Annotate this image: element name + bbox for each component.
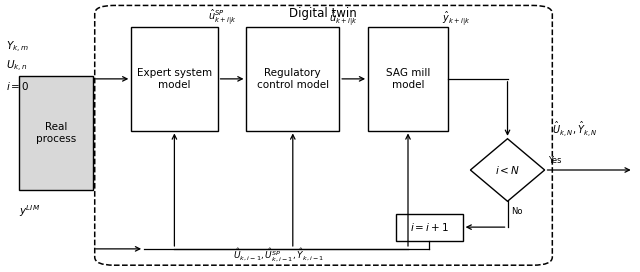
Text: Digital twin: Digital twin xyxy=(289,7,357,20)
FancyBboxPatch shape xyxy=(368,27,448,131)
Text: $i < N$: $i < N$ xyxy=(495,164,520,176)
Text: $\hat{U}_{k,N}, \hat{Y}_{k,N}$: $\hat{U}_{k,N}, \hat{Y}_{k,N}$ xyxy=(552,119,597,139)
Text: Real
process: Real process xyxy=(36,122,76,144)
FancyBboxPatch shape xyxy=(246,27,339,131)
Text: $y^{LIM}$: $y^{LIM}$ xyxy=(19,203,40,219)
Text: $\hat{u}^{SP}_{k+i|k}$: $\hat{u}^{SP}_{k+i|k}$ xyxy=(208,8,237,27)
Text: $Y_{k,m}$: $Y_{k,m}$ xyxy=(6,40,29,55)
Text: No: No xyxy=(511,207,523,216)
FancyBboxPatch shape xyxy=(19,76,93,190)
Text: Regulatory
control model: Regulatory control model xyxy=(257,68,329,90)
Text: $i = 0$: $i = 0$ xyxy=(6,80,30,92)
Text: $U_{k,n}$: $U_{k,n}$ xyxy=(6,59,28,74)
Polygon shape xyxy=(470,139,545,201)
Text: $\hat{u}_{k+i|k}$: $\hat{u}_{k+i|k}$ xyxy=(329,9,358,27)
Text: Expert system
model: Expert system model xyxy=(137,68,212,90)
Text: $i = i+1$: $i = i+1$ xyxy=(410,221,449,233)
FancyBboxPatch shape xyxy=(131,27,218,131)
Text: SAG mill
model: SAG mill model xyxy=(386,68,430,90)
Text: $\hat{y}_{k+i|k}$: $\hat{y}_{k+i|k}$ xyxy=(442,9,470,27)
Text: Yes: Yes xyxy=(548,156,561,165)
FancyBboxPatch shape xyxy=(396,214,463,241)
Text: $\hat{U}_{k,i-1}, \hat{U}^{SP}_{k,i-1}, \hat{Y}_{k,i-1}$: $\hat{U}_{k,i-1}, \hat{U}^{SP}_{k,i-1}, … xyxy=(233,246,324,263)
